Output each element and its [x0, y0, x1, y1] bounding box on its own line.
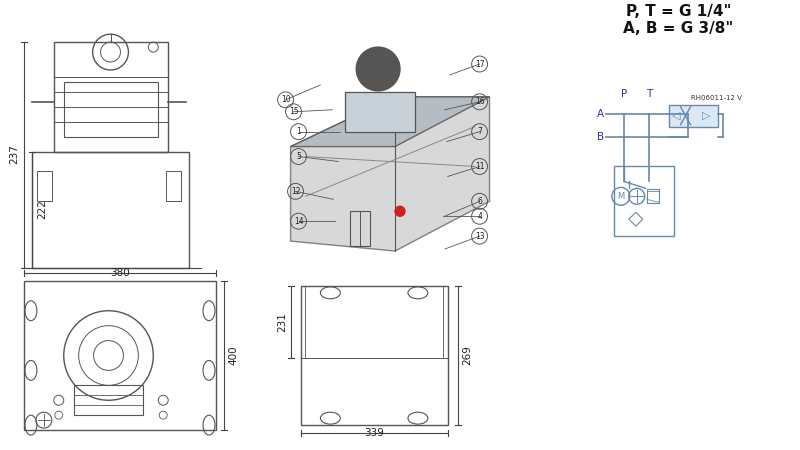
Text: T: T: [646, 89, 652, 99]
Text: 269: 269: [462, 346, 473, 365]
Bar: [74, 385, 143, 415]
Bar: [37, 171, 52, 201]
Circle shape: [356, 47, 400, 91]
Text: P, T = G 1/4"
A, B = G 3/8": P, T = G 1/4" A, B = G 3/8": [623, 4, 734, 36]
Text: 14: 14: [294, 217, 303, 226]
Text: B: B: [598, 132, 605, 142]
Text: 13: 13: [474, 232, 484, 241]
Bar: [669, 105, 718, 127]
Text: P: P: [621, 89, 627, 99]
Bar: [166, 171, 181, 201]
Text: 16: 16: [474, 97, 484, 106]
Text: RH06011-12 V: RH06011-12 V: [691, 95, 742, 101]
Bar: [646, 189, 658, 203]
Text: A: A: [598, 109, 605, 119]
Text: 1: 1: [296, 127, 301, 136]
Bar: [346, 92, 415, 132]
Text: 400: 400: [229, 346, 239, 365]
Polygon shape: [290, 97, 490, 147]
Text: ▷: ▷: [702, 111, 710, 121]
Text: 231: 231: [278, 312, 288, 332]
Bar: [301, 286, 448, 425]
Bar: [64, 82, 158, 137]
Circle shape: [364, 55, 392, 83]
Text: M: M: [618, 192, 625, 201]
Text: ◁: ◁: [672, 111, 681, 121]
Text: 11: 11: [475, 162, 484, 171]
Text: 6: 6: [477, 197, 482, 206]
Text: 7: 7: [477, 127, 482, 136]
Polygon shape: [290, 97, 490, 251]
Text: 339: 339: [364, 428, 384, 438]
Bar: [614, 166, 674, 236]
Circle shape: [395, 206, 405, 216]
Text: 17: 17: [474, 59, 484, 68]
Bar: [350, 211, 370, 246]
Text: 237: 237: [9, 144, 19, 165]
Bar: [24, 281, 216, 430]
Bar: [54, 42, 168, 152]
Text: 15: 15: [289, 107, 298, 116]
Text: 4: 4: [477, 212, 482, 220]
Text: 380: 380: [110, 268, 130, 278]
Bar: [32, 152, 189, 268]
Text: 10: 10: [281, 95, 290, 104]
Text: 222: 222: [37, 199, 47, 219]
Text: 12: 12: [290, 187, 300, 196]
Text: 5: 5: [296, 152, 301, 161]
